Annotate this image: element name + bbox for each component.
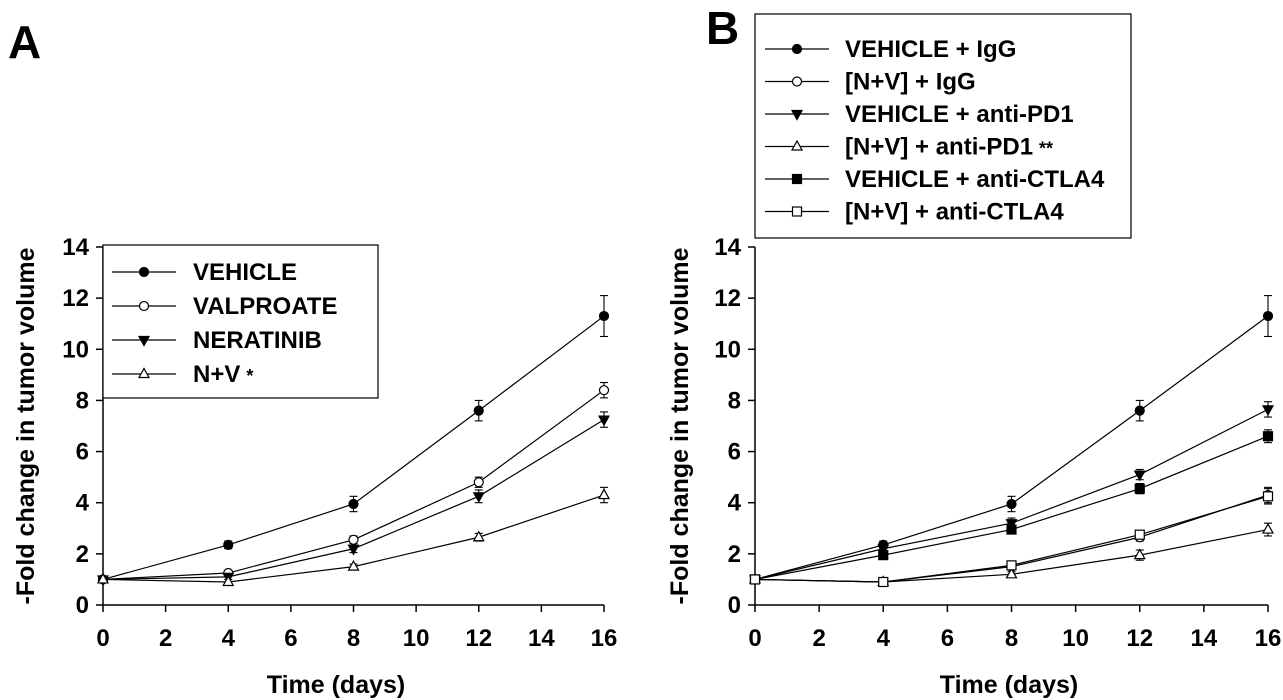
y-axis-title: -Fold change in tumor volume [12,247,40,604]
y-tick-label: 0 [76,592,89,619]
x-tick-label: 14 [528,625,555,652]
legend-label: [N+V] + anti-PD1 [845,134,1033,161]
y-tick-label: 8 [76,387,89,414]
legend-label: [N+V] + IgG [845,69,976,96]
y-tick-label: 10 [62,336,89,363]
y-tick-label: 8 [728,387,741,414]
x-tick-label: 2 [159,625,172,652]
legend: VEHICLE + IgG [N+V] + IgG VEHICLE + anti-P… [755,14,1131,238]
panel-b: B 0 2 4 6 8 10 12 14 0 2 4 6 8 10 12 14 16 Time (days) -Fol… [666,2,1281,699]
legend-label: VEHICLE + anti-PD1 [845,101,1074,128]
significance-marker: ** [1039,139,1053,159]
series-line [755,316,1268,579]
legend-marker [140,302,149,311]
data-point [1007,525,1016,534]
x-tick-label: 2 [812,625,825,652]
legend-label: VALPROATE [193,293,337,320]
x-tick-label: 0 [748,625,761,652]
legend: VEHICLE VALPROATE NERATINIB N+V * [103,245,378,398]
y-tick-label: 12 [714,285,741,312]
x-tick-label: 10 [403,625,430,652]
data-point [1135,406,1144,415]
x-tick-label: 16 [1255,625,1282,652]
y-tick-label: 0 [728,592,741,619]
data-point [1007,499,1016,508]
data-point [600,386,609,395]
x-tick-label: 0 [96,625,109,652]
x-tick-label: 10 [1062,625,1089,652]
x-tick-label: 6 [941,625,954,652]
data-point [1263,524,1273,533]
panel-label: B [706,2,739,54]
x-tick-label: 8 [347,625,360,652]
significance-marker: * [246,366,253,386]
legend-label: VEHICLE + IgG [845,36,1016,63]
x-tick-label: 14 [1191,625,1218,652]
data-point [599,490,609,499]
data-point [1264,312,1273,321]
series-1 [751,296,1273,584]
legend-marker [793,45,802,54]
data-point [1264,492,1273,501]
data-point [1263,406,1273,415]
data-point [474,478,483,487]
x-tick-label: 4 [877,625,891,652]
y-tick-label: 2 [76,541,89,568]
y-tick-label: 12 [62,285,89,312]
x-axis-title: Time (days) [940,671,1078,699]
x-tick-label: 16 [591,625,618,652]
panel-a: A 0 2 4 6 8 10 12 14 0 2 4 6 8 10 12 14 16 Time (days) -Fol… [8,16,617,699]
y-tick-label: 2 [728,541,741,568]
legend-label: NERATINIB [193,327,322,354]
legend-marker [140,268,149,277]
x-tick-label: 8 [1005,625,1018,652]
x-tick-label: 12 [465,625,492,652]
legend-label: [N+V] + anti-CTLA4 [845,199,1064,226]
data-point [1264,432,1273,441]
data-point [224,540,233,549]
data-point [600,312,609,321]
series-line [755,409,1268,579]
y-tick-label: 4 [76,490,90,517]
data-point [1135,530,1144,539]
data-point [879,551,888,560]
series-3 [750,402,1273,585]
x-tick-label: 4 [222,625,236,652]
y-tick-label: 4 [728,490,742,517]
data-point [751,575,760,584]
data-point [349,499,358,508]
panel-label: A [8,16,41,68]
data-point [879,577,888,586]
data-point [599,416,609,425]
data-point [1135,484,1144,493]
x-tick-label: 12 [1126,625,1153,652]
legend-marker [793,207,802,216]
legend-label: VEHICLE [193,259,297,286]
y-axis-title: -Fold change in tumor volume [666,247,694,604]
x-axis-title: Time (days) [267,671,405,699]
y-tick-label: 14 [714,234,741,261]
y-tick-label: 10 [714,336,741,363]
x-tick-label: 6 [284,625,297,652]
data-point [1007,561,1016,570]
y-tick-label: 6 [728,439,741,466]
legend-label: N+V [193,361,240,388]
legend-marker [793,77,802,86]
legend-label: VEHICLE + anti-CTLA4 [845,166,1105,193]
data-point [349,535,358,544]
y-tick-label: 6 [76,439,89,466]
legend-marker [793,175,802,184]
y-tick-label: 14 [62,234,89,261]
data-point [474,406,483,415]
